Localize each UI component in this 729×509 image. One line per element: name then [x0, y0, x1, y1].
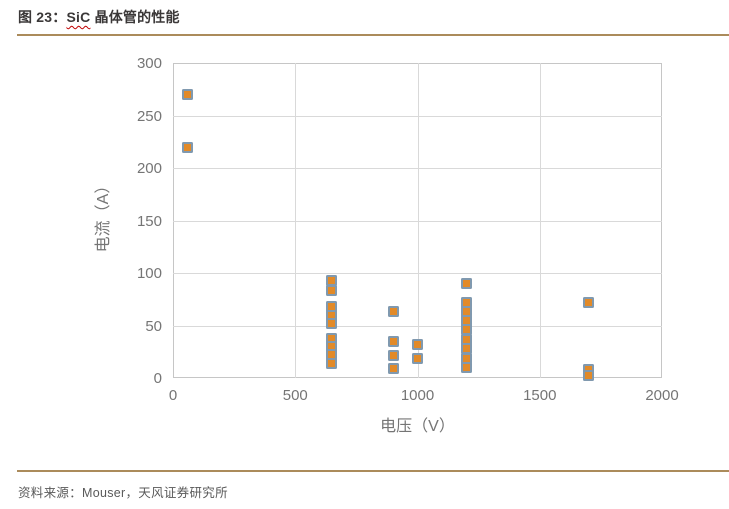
data-point: [387, 306, 399, 318]
scatter-chart: 电流（A） 电压（V） 0 50 100 150 200 250 300 0 500 1000 15…: [95, 55, 679, 435]
x-tick-label-0: 0: [168, 387, 178, 404]
header-rule: [17, 34, 729, 36]
source-note: 资料来源：Mouser，天风证券研究所: [18, 486, 228, 500]
data-point: [387, 363, 399, 375]
data-point: [583, 296, 595, 308]
data-point: [182, 89, 194, 100]
data-point: [182, 141, 194, 153]
y-tick-label-0: 0: [153, 370, 162, 387]
y-tick-label-300: 300: [136, 55, 162, 72]
data-point: [460, 362, 472, 373]
data-point: [583, 370, 595, 382]
y-axis-title: 电流（A）: [95, 177, 112, 253]
footer-rule: [17, 470, 729, 472]
data-point: [412, 352, 423, 364]
y-tick-label-200: 200: [136, 160, 162, 177]
x-tick-label-2000: 2000: [645, 387, 679, 404]
data-point: [326, 357, 338, 369]
x-axis-title: 电压（V）: [380, 418, 455, 435]
data-point: [460, 278, 472, 289]
data-point: [326, 274, 338, 286]
gridline-x-500: [295, 63, 297, 378]
data-point: [412, 338, 423, 350]
y-tick-label-250: 250: [136, 107, 162, 125]
figure-title-rest: 晶体管的性能: [90, 9, 180, 25]
data-point: [387, 335, 399, 347]
figure-title-sic: SiC: [66, 9, 91, 25]
figure-title: 图 23：SiC 晶体管的性能: [18, 7, 180, 27]
x-tick-label-1000: 1000: [400, 387, 435, 404]
data-point: [326, 285, 338, 297]
figure-title-prefix: 图 23：: [18, 9, 67, 25]
y-tick-label-150: 150: [136, 212, 162, 230]
x-tick-label-1500: 1500: [523, 387, 557, 404]
y-tick-label-100: 100: [136, 265, 162, 282]
data-point: [326, 317, 338, 329]
data-point: [387, 350, 399, 362]
x-tick-label-500: 500: [282, 387, 308, 404]
gridline-x-1000: [417, 63, 419, 378]
y-tick-label-50: 50: [145, 317, 162, 335]
gridline-x-1500: [539, 63, 541, 378]
